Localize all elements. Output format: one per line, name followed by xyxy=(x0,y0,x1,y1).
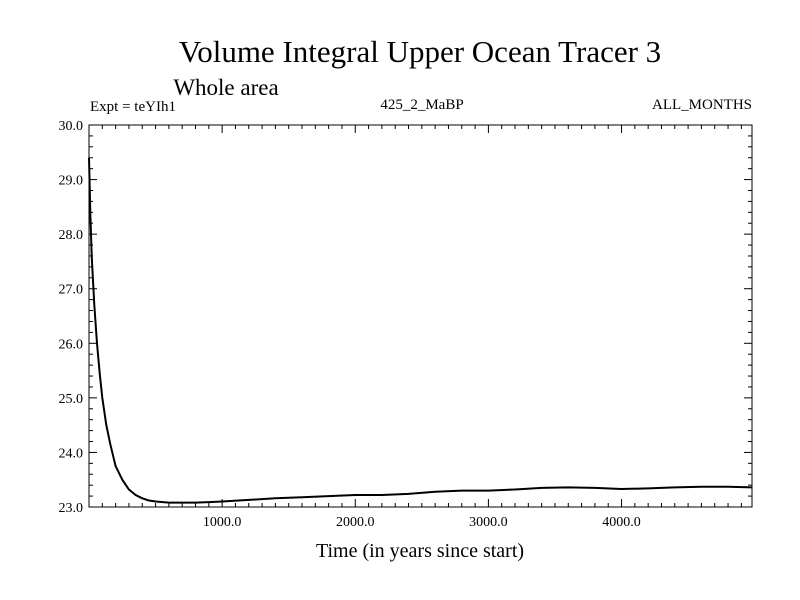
chart-subtitle: Whole area xyxy=(173,75,278,100)
months-label: ALL_MONTHS xyxy=(652,97,752,113)
axis-tick-labels: 1000.0 2000.0 3000.0 4000.0 23.0 24.0 25.0 26.0… xyxy=(59,119,641,530)
chart-title: Volume Integral Upper Ocean Tracer 3 xyxy=(179,34,661,69)
y-tick-label: 29.0 xyxy=(59,174,84,189)
y-tick-label: 30.0 xyxy=(59,119,84,134)
x-tick-label: 1000.0 xyxy=(203,515,242,530)
y-tick-label: 26.0 xyxy=(59,337,84,352)
x-tick-label: 2000.0 xyxy=(336,515,375,530)
plot-frame xyxy=(88,124,753,508)
run-label: 425_2_MaBP xyxy=(380,97,463,113)
y-tick-label: 27.0 xyxy=(59,283,84,298)
x-axis-label: Time (in years since start) xyxy=(316,540,524,562)
series-group xyxy=(88,157,753,504)
experiment-label: Expt = teYIh1 xyxy=(90,99,176,115)
x-tick-label: 3000.0 xyxy=(469,515,508,530)
y-tick-label: 24.0 xyxy=(59,446,84,461)
y-tick-label: 28.0 xyxy=(59,228,84,243)
y-tick-label: 25.0 xyxy=(59,392,84,407)
y-tick-label: 23.0 xyxy=(59,501,84,516)
x-tick-label: 4000.0 xyxy=(602,515,641,530)
axis-ticks xyxy=(89,125,752,507)
series-line-0 xyxy=(88,157,753,504)
